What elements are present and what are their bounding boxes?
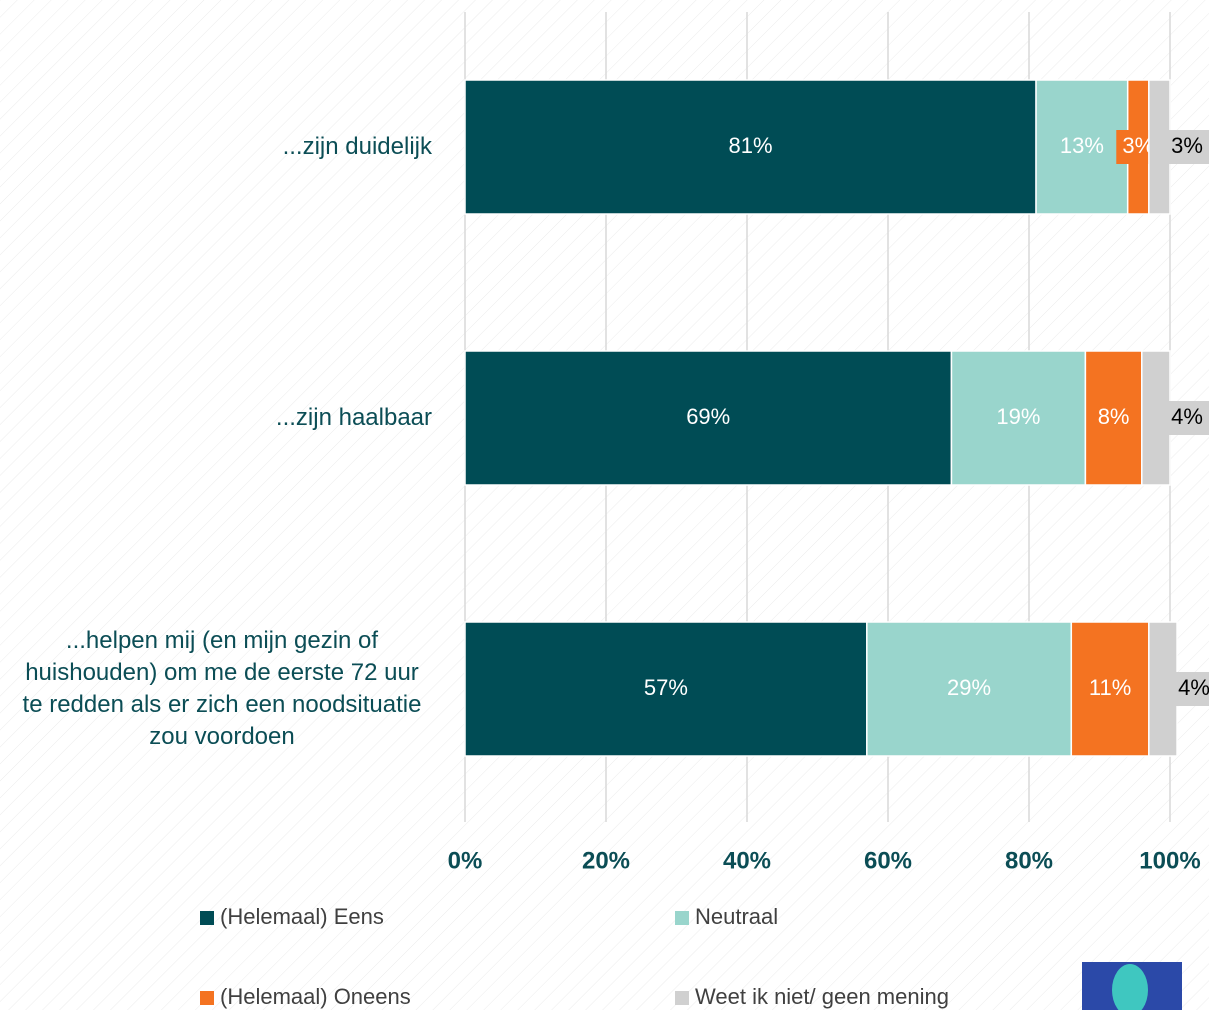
legend-swatch — [200, 911, 214, 925]
data-label: 29% — [947, 675, 991, 700]
bar-segment — [464, 621, 868, 757]
bar-segment — [464, 79, 1037, 215]
category-label: ...helpen mij (en mijn gezin of huishoud… — [22, 627, 422, 750]
data-label: 81% — [729, 133, 773, 158]
label-background — [1165, 401, 1209, 435]
data-label: 11% — [1089, 675, 1131, 700]
data-label: 19% — [996, 404, 1040, 429]
data-label: 69% — [686, 404, 730, 429]
legend-swatch — [200, 991, 214, 1005]
x-tick-label: 0% — [448, 847, 483, 874]
bar-segment — [464, 350, 953, 486]
legend-label: (Helemaal) Oneens — [220, 984, 411, 1009]
bar-segment — [1070, 621, 1150, 757]
x-tick-label: 100% — [1139, 847, 1200, 874]
data-label: 8% — [1098, 404, 1130, 429]
label-background — [1165, 130, 1209, 164]
data-label: 57% — [644, 675, 688, 700]
category-label: ...zijn duidelijk — [282, 133, 432, 160]
logo — [1082, 962, 1182, 1010]
bar-segment — [1035, 79, 1129, 215]
data-label: 13% — [1060, 133, 1104, 158]
category-label: ...zijn haalbaar — [275, 404, 432, 431]
data-label: 3% — [1171, 133, 1203, 158]
x-tick-label: 40% — [723, 847, 771, 874]
data-label: 4% — [1178, 675, 1209, 700]
legend-swatch — [675, 991, 689, 1005]
x-tick-label: 20% — [582, 847, 630, 874]
legend-label: Neutraal — [695, 904, 778, 929]
label-background — [1172, 672, 1209, 706]
legend-swatch — [675, 911, 689, 925]
data-label: 4% — [1171, 404, 1203, 429]
legend-label: Weet ik niet/ geen mening — [695, 984, 949, 1009]
x-tick-label: 80% — [1005, 847, 1053, 874]
bar-segment — [950, 350, 1087, 486]
x-tick-label: 60% — [864, 847, 912, 874]
legend-label: (Helemaal) Eens — [220, 904, 384, 929]
bar-segment — [866, 621, 1073, 757]
